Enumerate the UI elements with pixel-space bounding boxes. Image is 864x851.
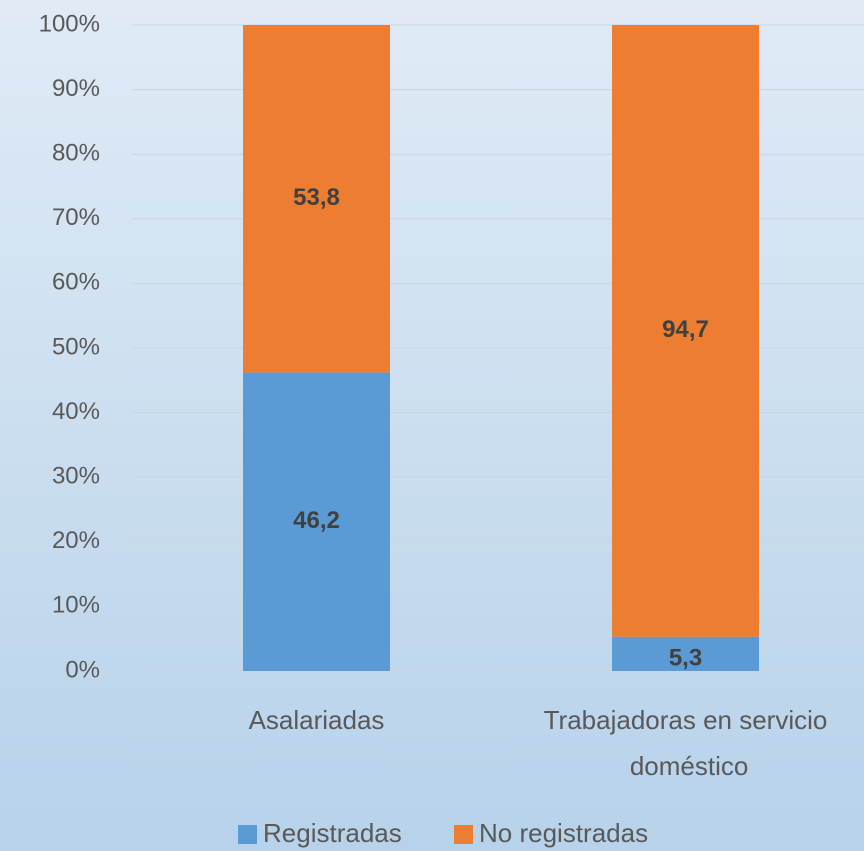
legend-swatch — [454, 825, 473, 844]
value-label: 5,3 — [669, 644, 702, 671]
y-tick-label: 20% — [52, 527, 100, 554]
value-label: 94,7 — [662, 316, 709, 343]
bar-segment — [612, 25, 759, 637]
y-tick-label: 50% — [52, 333, 100, 360]
y-tick-label: 10% — [52, 592, 100, 619]
bar-segment — [612, 636, 759, 671]
y-tick-label: 70% — [52, 204, 100, 231]
value-label: 46,2 — [293, 507, 340, 534]
value-label: 53,8 — [293, 184, 340, 211]
legend-label: Registradas — [263, 818, 402, 848]
legend-label: No registradas — [479, 818, 648, 848]
x-tick-label: Trabajadoras en servicio doméstico — [544, 705, 828, 781]
y-tick-label: 60% — [52, 269, 100, 296]
y-tick-label: 40% — [52, 398, 100, 425]
y-tick-label: 100% — [39, 10, 100, 37]
y-tick-label: 0% — [65, 656, 100, 683]
bar-segment — [243, 25, 390, 373]
x-tick-label: Asalariadas — [249, 705, 385, 735]
bar-segment — [243, 372, 390, 671]
y-tick-label: 30% — [52, 463, 100, 490]
legend-swatch — [238, 825, 257, 844]
y-tick-label: 90% — [52, 75, 100, 102]
y-tick-label: 80% — [52, 140, 100, 167]
